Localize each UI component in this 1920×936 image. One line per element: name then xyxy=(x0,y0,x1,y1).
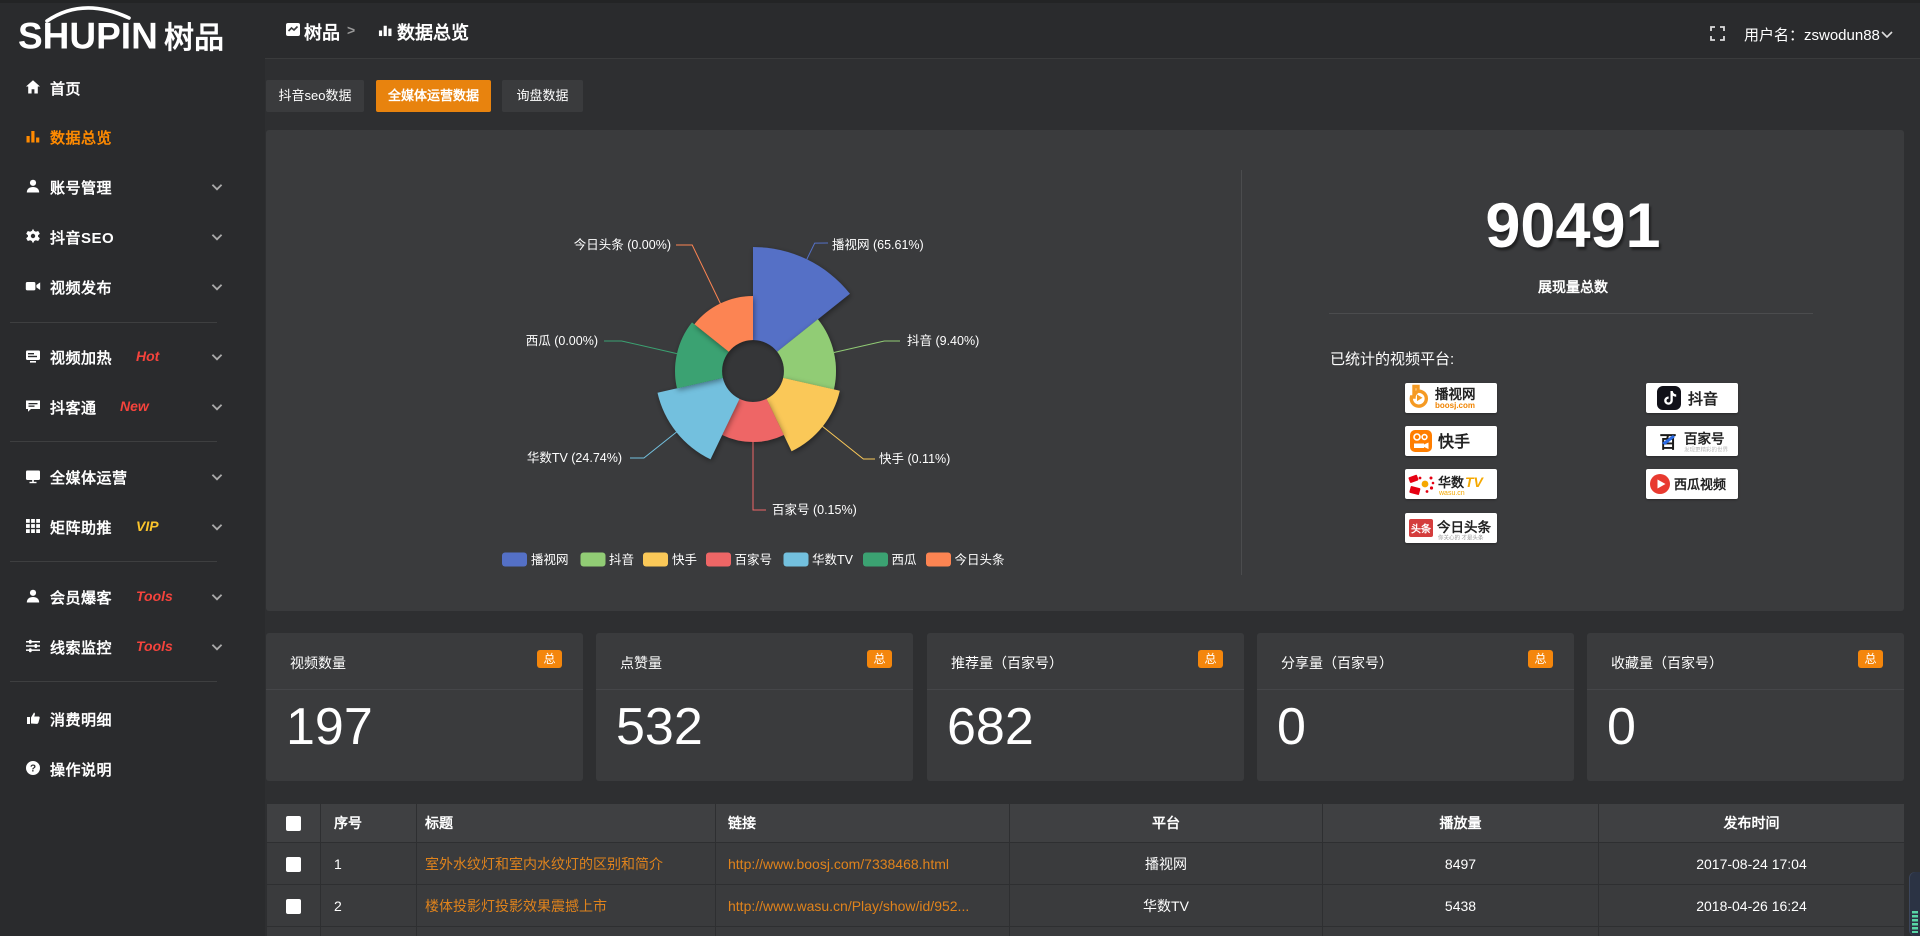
svg-text:快手: 快手 xyxy=(672,553,697,567)
svg-text:wasu.cn: wasu.cn xyxy=(1438,490,1465,497)
svg-text:SHUPIN: SHUPIN xyxy=(18,16,158,57)
svg-text:今日头条: 今日头条 xyxy=(955,552,1006,567)
svg-text:西瓜 (0.00%): 西瓜 (0.00%) xyxy=(526,334,598,348)
svg-text:TV: TV xyxy=(1465,474,1485,490)
svg-text:华数: 华数 xyxy=(1438,475,1465,490)
svg-text:百家号 (0.15%): 百家号 (0.15%) xyxy=(772,502,857,517)
svg-text:百家号: 百家号 xyxy=(735,552,773,567)
svg-text:快手: 快手 xyxy=(1438,432,1470,451)
svg-text:百家号: 百家号 xyxy=(1684,431,1725,447)
svg-text:今日头条 (0.00%): 今日头条 (0.00%) xyxy=(574,237,671,252)
svg-text:播视网: 播视网 xyxy=(1435,386,1476,402)
svg-text:华数TV (24.74%): 华数TV (24.74%) xyxy=(527,450,622,465)
svg-text:抖音 (9.40%): 抖音 (9.40%) xyxy=(907,333,979,348)
svg-text:西瓜视频: 西瓜视频 xyxy=(1674,477,1726,492)
svg-text:今日头条: 今日头条 xyxy=(1437,519,1491,535)
svg-text:抖音: 抖音 xyxy=(609,552,634,567)
svg-text:华数TV: 华数TV xyxy=(812,552,854,567)
svg-text:发现更精彩的世界: 发现更精彩的世界 xyxy=(1684,446,1729,454)
svg-text:boosj.com: boosj.com xyxy=(1435,401,1475,410)
svg-text:快手 (0.11%): 快手 (0.11%) xyxy=(879,452,950,466)
svg-text:播视网: 播视网 xyxy=(531,552,569,567)
svg-text:西瓜: 西瓜 xyxy=(892,553,918,567)
svg-text:树品: 树品 xyxy=(164,22,224,55)
svg-text:播视网 (65.61%): 播视网 (65.61%) xyxy=(832,237,924,252)
svg-text:头条: 头条 xyxy=(1411,523,1432,536)
svg-text:你关心的 才是头条: 你关心的 才是头条 xyxy=(1438,534,1484,542)
svg-text:?: ? xyxy=(30,764,36,775)
svg-text:抖音: 抖音 xyxy=(1688,390,1718,408)
